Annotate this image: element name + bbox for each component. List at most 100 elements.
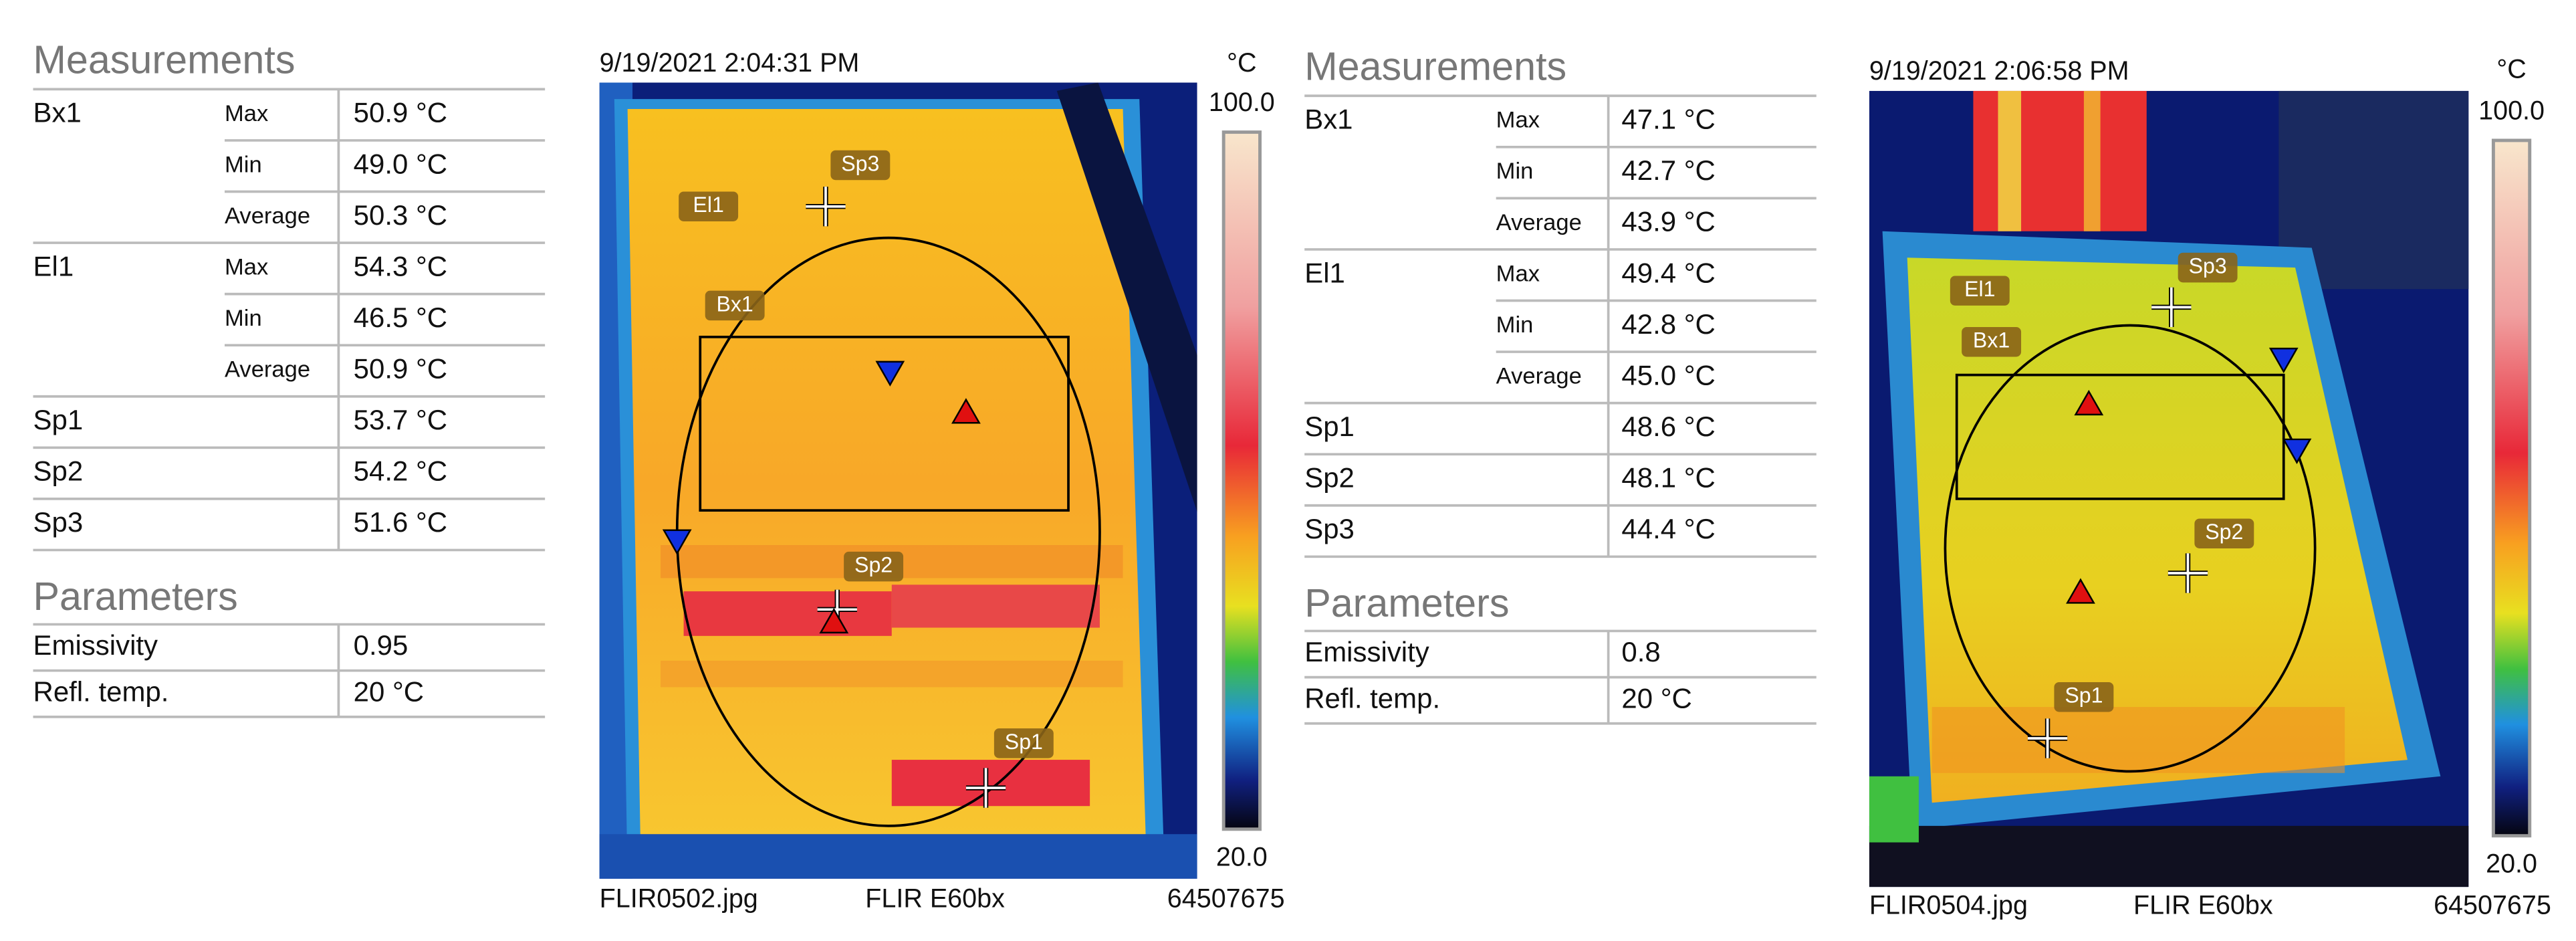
measurement-stat: Min xyxy=(1496,312,1534,338)
parameter-value: 20 °C xyxy=(354,675,424,707)
parameter-value: 0.8 xyxy=(1621,636,1660,667)
measurement-value: 45.0 °C xyxy=(1621,359,1715,391)
scale-max: 100.0 xyxy=(2478,96,2545,125)
overlay-tag xyxy=(705,290,765,321)
measurement-value: 43.9 °C xyxy=(1621,206,1715,237)
measurement-value: 50.9 °C xyxy=(354,353,447,385)
measurement-stat: Max xyxy=(225,254,268,280)
parameter-name: Refl. temp. xyxy=(33,675,169,707)
timestamp: 9/19/2021 2:04:31 PM xyxy=(600,48,860,78)
section-title: Measurements xyxy=(1304,43,1566,88)
measurement-value: 50.3 °C xyxy=(354,199,447,231)
max-marker xyxy=(2074,389,2104,416)
measurement-stat: Min xyxy=(1496,159,1534,184)
measurement-name: Sp1 xyxy=(1304,411,1355,442)
parameter-name: Emissivity xyxy=(33,629,158,661)
measurement-value: 42.8 °C xyxy=(1621,308,1715,340)
measurement-value: 47.1 °C xyxy=(1621,104,1715,135)
measurement-stat: Average xyxy=(225,203,310,229)
filename: FLIR0502.jpg xyxy=(600,883,758,913)
measurement-value: 46.5 °C xyxy=(354,302,447,333)
serial-number: 64507675 xyxy=(2434,890,2551,920)
overlay-label: Sp1 xyxy=(2065,684,2103,708)
spot-marker xyxy=(2027,718,2068,758)
section-title: Parameters xyxy=(1304,581,1509,625)
scale-unit: °C xyxy=(2496,55,2526,84)
overlay-tag xyxy=(2178,252,2238,283)
overlay-tag xyxy=(1962,327,2022,357)
measurement-value: 48.6 °C xyxy=(1621,411,1715,442)
overlay-tag xyxy=(993,728,1054,758)
camera-model: FLIR E60bx xyxy=(865,883,1005,913)
measurement-name: Sp2 xyxy=(1304,462,1355,494)
section-title: Measurements xyxy=(33,37,296,82)
measurement-stat: Max xyxy=(225,101,268,126)
parameter-value: 20 °C xyxy=(1621,682,1691,714)
overlay-tag xyxy=(844,551,904,582)
measurement-value: 54.2 °C xyxy=(354,455,447,487)
section-title: Parameters xyxy=(33,574,238,619)
measurement-stat: Min xyxy=(225,152,262,177)
scale-min: 20.0 xyxy=(2486,849,2537,879)
measurement-name: El1 xyxy=(1304,257,1345,288)
measurement-name: Sp3 xyxy=(1304,513,1355,544)
parameter-value: 0.95 xyxy=(354,629,408,661)
min-marker xyxy=(2282,438,2312,465)
overlay-label: Sp2 xyxy=(2205,520,2243,544)
measurement-value: 53.7 °C xyxy=(354,404,447,435)
color-scale xyxy=(2491,138,2532,838)
timestamp: 9/19/2021 2:06:58 PM xyxy=(1869,56,2129,86)
measurement-stat: Average xyxy=(1496,210,1582,235)
box-tool xyxy=(1955,373,2285,500)
parameter-name: Emissivity xyxy=(1304,636,1429,667)
overlay-label: El1 xyxy=(1964,277,1995,301)
overlay-label: Sp3 xyxy=(2189,254,2227,278)
max-marker xyxy=(2066,578,2095,604)
measurement-name: Sp2 xyxy=(33,455,84,487)
overlay-label: El1 xyxy=(693,193,723,217)
min-marker xyxy=(875,360,905,387)
scale-unit: °C xyxy=(1227,48,1256,78)
measurement-value: 44.4 °C xyxy=(1621,513,1715,544)
overlay-label: Sp2 xyxy=(854,553,893,577)
measurement-value: 50.9 °C xyxy=(354,97,447,128)
spot-marker xyxy=(2151,287,2192,328)
measurement-stat: Max xyxy=(1496,108,1540,133)
spot-marker xyxy=(2168,553,2208,593)
scale-max: 100.0 xyxy=(1209,88,1275,117)
measurement-stat: Average xyxy=(1496,363,1582,389)
min-marker xyxy=(2268,347,2299,374)
overlay-label: Sp3 xyxy=(841,151,879,175)
measurement-value: 49.0 °C xyxy=(354,148,447,179)
color-scale xyxy=(1221,130,1262,831)
measurement-stat: Min xyxy=(225,306,262,331)
measurement-value: 54.3 °C xyxy=(354,250,447,282)
measurement-name: El1 xyxy=(33,250,74,282)
max-marker xyxy=(819,607,849,634)
measurement-stat: Average xyxy=(225,357,310,383)
spot-marker xyxy=(965,768,1006,808)
scale-min: 20.0 xyxy=(1216,843,1268,872)
spot-marker xyxy=(806,187,846,227)
measurement-name: Sp1 xyxy=(33,404,84,435)
parameter-name: Refl. temp. xyxy=(1304,682,1440,714)
overlay-tag xyxy=(679,191,739,221)
overlay-tag xyxy=(830,150,891,181)
overlay-label: Sp1 xyxy=(1005,730,1043,754)
measurement-value: 51.6 °C xyxy=(354,506,447,538)
filename: FLIR0504.jpg xyxy=(1869,890,2028,920)
serial-number: 64507675 xyxy=(1167,883,1285,913)
overlay-label: Bx1 xyxy=(1973,328,2010,352)
camera-model: FLIR E60bx xyxy=(2133,890,2273,920)
ellipse-tool xyxy=(1944,324,2317,773)
measurement-value: 49.4 °C xyxy=(1621,257,1715,288)
box-tool xyxy=(699,335,1070,512)
measurement-stat: Max xyxy=(1496,261,1540,286)
overlay-tag xyxy=(1950,276,2010,306)
measurement-name: Bx1 xyxy=(33,97,82,128)
measurement-name: Sp3 xyxy=(33,506,84,538)
overlay-tag xyxy=(2054,682,2114,712)
measurement-name: Bx1 xyxy=(1304,104,1353,135)
